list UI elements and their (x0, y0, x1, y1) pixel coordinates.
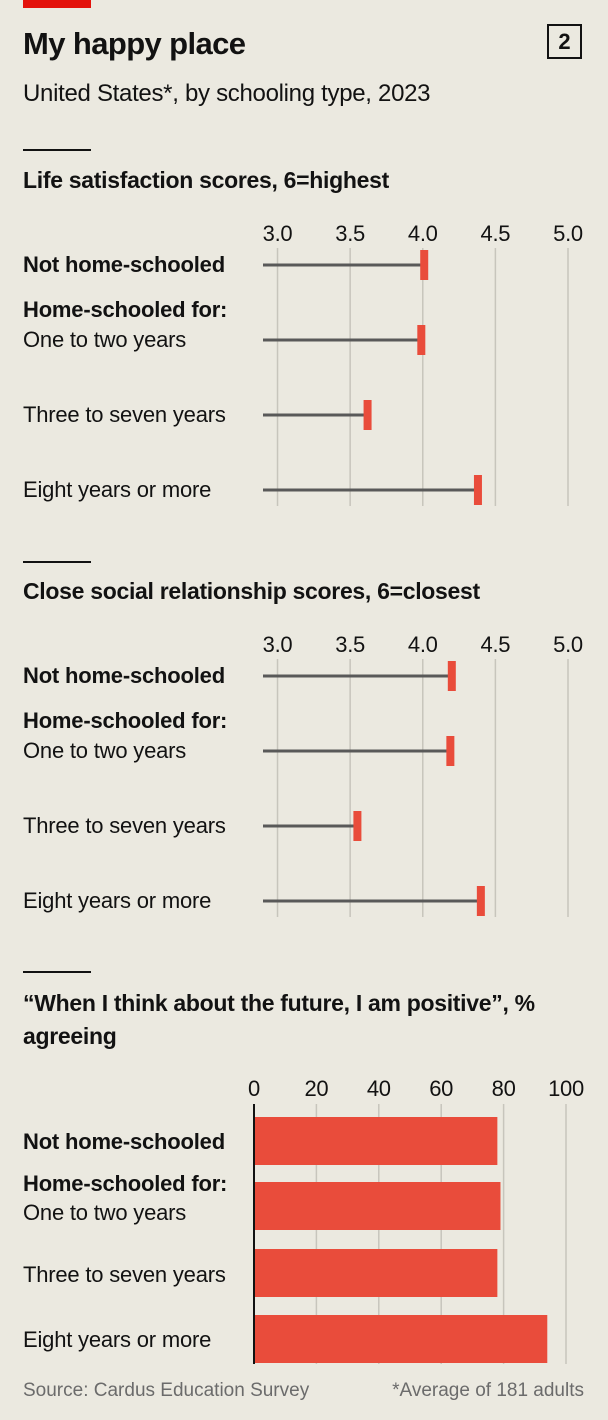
tick-label-4-0: 4.0 (407, 221, 438, 246)
tick-label-3-0: 3.0 (262, 221, 293, 246)
marker-three-to-seven-years (363, 400, 372, 430)
tick-label-60: 60 (429, 1076, 454, 1101)
bar-eight-years-or-more (255, 1315, 548, 1363)
future-positive-bar-chart (253, 1104, 567, 1364)
tick-label-3-0: 3.0 (262, 632, 293, 657)
section-divider (23, 971, 91, 973)
row-label-not-home-schooled: Not home-schooled (23, 252, 225, 277)
row-label-not-home-schooled: Not home-schooled (23, 663, 225, 688)
tick-label-5-0: 5.0 (553, 221, 583, 246)
bar-not-home-schooled (255, 1117, 498, 1165)
tick-label-80: 80 (491, 1076, 516, 1101)
tick-label-4-5: 4.5 (480, 221, 511, 246)
tick-label-3-5: 3.5 (335, 221, 365, 246)
section-title-social-relationships: Close social relationship scores, 6=clos… (23, 578, 480, 604)
row-label-home-schooled-for: Home-schooled for: (23, 708, 228, 733)
brand-tag (23, 0, 91, 8)
row-label-home-schooled-for: Home-schooled for: (23, 297, 228, 322)
tick-label-5-0: 5.0 (553, 632, 583, 657)
row-label-three-to-seven-years: Three to seven years (23, 813, 226, 838)
tick-label-20: 20 (304, 1076, 329, 1101)
row-label-one-to-two-years: One to two years (23, 1200, 187, 1225)
section-divider (23, 149, 91, 151)
footnote: *Average of 181 adults (392, 1380, 584, 1401)
tick-label-0: 0 (248, 1076, 260, 1101)
chart-title: My happy place (23, 26, 246, 61)
source-note: Source: Cardus Education Survey (23, 1380, 310, 1401)
tick-label-4-5: 4.5 (480, 632, 511, 657)
tick-label-3-5: 3.5 (335, 632, 365, 657)
row-label-not-home-schooled: Not home-schooled (23, 1129, 225, 1154)
tick-label-40: 40 (366, 1076, 391, 1101)
row-label-eight-years-or-more: Eight years or more (23, 477, 212, 502)
marker-three-to-seven-years (353, 811, 362, 841)
marker-eight-years-or-more (476, 886, 485, 916)
row-label-one-to-two-years: One to two years (23, 738, 187, 763)
row-label-three-to-seven-years: Three to seven years (23, 402, 226, 427)
section-divider (23, 561, 91, 563)
chart-number-badge: 2 (547, 24, 582, 59)
social-relationship-plot (263, 659, 569, 917)
marker-one-to-two-years (417, 325, 426, 355)
tick-label-4-0: 4.0 (407, 632, 438, 657)
marker-eight-years-or-more (473, 475, 482, 505)
row-label-three-to-seven-years: Three to seven years (23, 1262, 226, 1287)
bar-three-to-seven-years (255, 1249, 498, 1297)
section-title-future-positive: “When I think about the future, I am pos… (23, 990, 535, 1049)
row-label-one-to-two-years: One to two years (23, 327, 187, 352)
row-label-eight-years-or-more: Eight years or more (23, 888, 212, 913)
life-satisfaction-plot (263, 248, 569, 506)
chart-subtitle: United States*, by schooling type, 2023 (23, 80, 431, 107)
row-label-home-schooled-for: Home-schooled for: (23, 1171, 228, 1196)
row-label-eight-years-or-more: Eight years or more (23, 1327, 212, 1352)
section-title-life-satisfaction: Life satisfaction scores, 6=highest (23, 167, 389, 193)
marker-not-home-schooled (420, 250, 429, 280)
bar-one-to-two-years (255, 1182, 501, 1230)
marker-not-home-schooled (447, 661, 456, 691)
marker-one-to-two-years (446, 736, 455, 766)
tick-label-100: 100 (548, 1076, 584, 1101)
